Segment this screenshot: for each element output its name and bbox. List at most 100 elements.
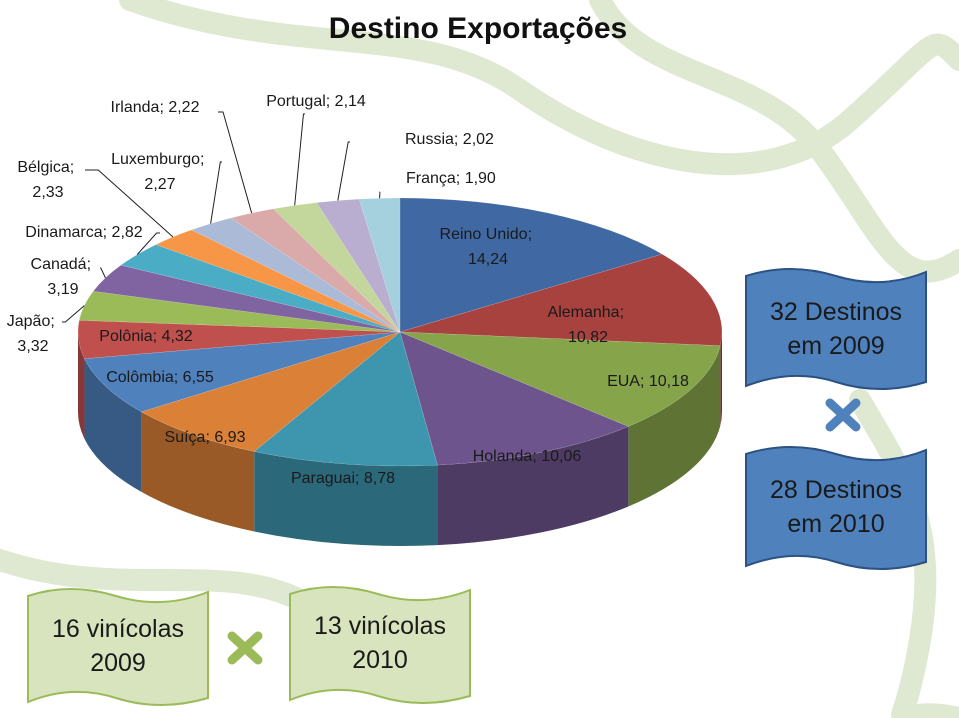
- label-separator: ;: [454, 131, 463, 148]
- chart-title: Destino Exportações: [329, 12, 627, 45]
- label-separator: ;: [205, 429, 214, 446]
- data-label: Russia; 2,02: [405, 131, 494, 148]
- label-separator: ;: [620, 304, 629, 321]
- banner-destinos-2009: [745, 268, 927, 390]
- label-separator: ;: [355, 470, 364, 487]
- slice: [84, 331, 401, 413]
- data-label: Suíça; 6,93: [165, 429, 246, 446]
- label-category: Holanda: [473, 448, 533, 465]
- label-category: Alemanha: [548, 304, 620, 321]
- banner-text: 13 vinícolas 2010: [314, 612, 446, 674]
- label-separator: ;: [50, 313, 59, 330]
- label-category: EUA: [607, 373, 640, 390]
- data-label: Alemanha; 10,82: [548, 304, 629, 346]
- label-value: 14,24: [468, 251, 508, 268]
- label-separator: ;: [87, 256, 96, 273]
- slice: [399, 197, 663, 333]
- banner-vinicolas-2010: [289, 586, 471, 704]
- slice: [399, 253, 723, 346]
- cross-green: [227, 631, 263, 665]
- label-separator: ;: [103, 224, 112, 241]
- label-category: Paraguai: [291, 470, 355, 487]
- label-value: 2,22: [168, 99, 199, 116]
- slice-side: [141, 411, 255, 532]
- data-label: Portugal; 2,14: [266, 93, 366, 110]
- leader-line: [62, 305, 85, 323]
- data-label: Luxemburgo; 2,27: [111, 151, 209, 193]
- label-value: 10,06: [541, 448, 581, 465]
- label-value: 6,93: [214, 429, 245, 446]
- label-value: 8,78: [364, 470, 395, 487]
- data-label: Dinamarca; 2,82: [25, 224, 142, 241]
- label-separator: ;: [532, 448, 541, 465]
- banner-line: 2009: [90, 649, 146, 677]
- label-value: 2,14: [335, 93, 366, 110]
- banner-line: 32 Destinos: [770, 298, 902, 326]
- leader-line: [100, 267, 106, 279]
- label-separator: ;: [528, 226, 537, 243]
- data-label: Canadá; 3,19: [31, 256, 96, 298]
- label-value: 2,33: [32, 184, 63, 201]
- slice: [140, 331, 401, 452]
- label-category: Portugal: [266, 93, 326, 110]
- banner-text: 16 vinícolas 2009: [52, 615, 184, 677]
- label-category: Russia: [405, 131, 454, 148]
- leader-line: [294, 113, 305, 206]
- slice: [399, 331, 721, 427]
- data-label: Holanda; 10,06: [473, 448, 582, 465]
- label-value: 2,27: [144, 176, 175, 193]
- label-category: Irlanda: [111, 99, 160, 116]
- label-separator: ;: [174, 369, 183, 386]
- slice: [92, 264, 401, 333]
- data-label: Irlanda; 2,22: [111, 99, 200, 116]
- banner-destinos-2010: [745, 446, 927, 570]
- data-labels: Reino Unido; 14,24 Alemanha; 10,82 EUA; 10…: [7, 93, 689, 487]
- label-separator: ;: [640, 373, 649, 390]
- banner-text: 32 Destinos em 2009: [770, 298, 902, 360]
- data-label: Reino Unido; 14,24: [440, 226, 537, 268]
- slice: [190, 217, 401, 333]
- label-value: 3,19: [47, 281, 78, 298]
- label-category: França: [406, 170, 456, 187]
- slice-side: [254, 451, 438, 546]
- leader-line: [218, 111, 253, 214]
- label-value: 1,90: [465, 170, 496, 187]
- label-separator: ;: [456, 170, 465, 187]
- label-value: 6,55: [183, 369, 214, 386]
- label-value: 2,02: [463, 131, 494, 148]
- label-value: 2,82: [112, 224, 143, 241]
- leader-line: [337, 141, 350, 201]
- label-separator: ;: [200, 151, 209, 168]
- label-category: Polônia: [99, 328, 152, 345]
- label-category: Japão: [7, 313, 51, 330]
- data-label: França; 1,90: [406, 170, 496, 187]
- banner-line: 16 vinícolas: [52, 615, 184, 643]
- banner-line: 13 vinícolas: [314, 612, 446, 640]
- label-separator: ;: [70, 159, 79, 176]
- banner-line: 28 Destinos: [770, 476, 902, 504]
- data-label: Japão; 3,32: [7, 313, 59, 355]
- slice-side: [720, 332, 722, 426]
- label-category: Reino Unido: [440, 226, 528, 243]
- data-label: Bélgica; 2,33: [17, 159, 78, 201]
- slice-side: [78, 332, 85, 439]
- label-category: Luxemburgo: [111, 151, 200, 168]
- cross-blue: [825, 398, 861, 432]
- data-label: EUA; 10,18: [607, 373, 689, 390]
- leader-lines: [62, 111, 381, 323]
- slice: [77, 320, 401, 359]
- banner-line: em 2009: [787, 332, 884, 360]
- leader-line: [85, 169, 174, 238]
- data-label: Colômbia; 6,55: [106, 369, 214, 386]
- leader-line: [210, 161, 222, 224]
- slice: [399, 331, 630, 466]
- label-separator: ;: [326, 93, 335, 110]
- slice-side: [84, 358, 142, 492]
- label-value: 10,82: [568, 329, 608, 346]
- banner-vinicolas-2009: [27, 588, 209, 706]
- slice-side: [628, 345, 721, 507]
- slice: [155, 229, 401, 333]
- label-category: Canadá: [31, 256, 87, 273]
- label-category: Dinamarca: [25, 224, 102, 241]
- banner-text: 28 Destinos em 2010: [770, 476, 902, 538]
